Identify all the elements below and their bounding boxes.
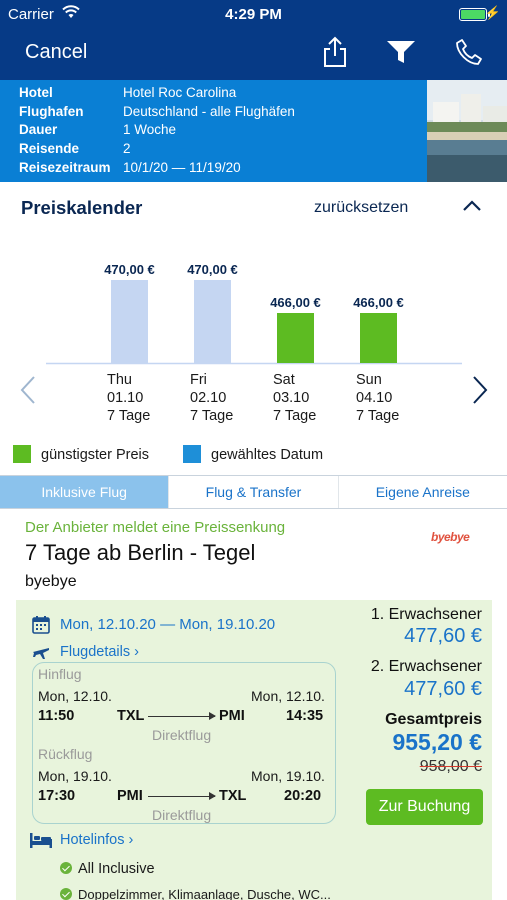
trip-info-row: Dauer 1 Woche: [19, 122, 177, 137]
outbound-dep-date: Mon, 12.10.: [38, 688, 112, 704]
flight-details-link[interactable]: Flugdetails ›: [60, 644, 139, 660]
adult1-label: 1. Erwachsener: [370, 606, 482, 623]
price-chart: 470,00 € 470,00 € 466,00 € 466,00 €: [46, 262, 462, 365]
total-price: 955,20 €: [392, 729, 482, 755]
chevron-right-icon: ›: [124, 832, 134, 848]
book-button[interactable]: Zur Buchung: [366, 789, 483, 825]
trip-info-panel[interactable]: Hotel Hotel Roc Carolina Flughafen Deutsch…: [0, 80, 507, 182]
check-icon: [60, 862, 72, 874]
carrier-label: Carrier: [8, 6, 54, 23]
return-dep-time: 17:30: [38, 788, 76, 804]
battery-icon: [459, 8, 490, 21]
tab-eigene-anreise[interactable]: Eigene Anreise: [337, 476, 507, 508]
top-bar: Carrier 4:29 PM ⚡ Cancel: [0, 0, 507, 80]
price-calendar-title: Preiskalender: [21, 197, 143, 218]
price-bar[interactable]: [111, 280, 148, 363]
return-dep-date: Mon, 19.10.: [38, 768, 112, 784]
outbound-arr-date: Mon, 12.10.: [251, 688, 325, 704]
clock: 4:29 PM: [225, 6, 282, 23]
chevron-right-icon[interactable]: [471, 375, 489, 410]
price-bar[interactable]: [277, 313, 314, 363]
adult1-price: 477,60 €: [404, 625, 482, 647]
return-label: Rückflug: [38, 746, 93, 762]
tab-flug-transfer[interactable]: Flug & Transfer: [168, 476, 337, 508]
amenity-item: Doppelzimmer, Klimaanlage, Dusche, WC...: [60, 887, 331, 900]
price-bar[interactable]: [194, 280, 231, 363]
total-label: Gesamtpreis: [385, 711, 482, 728]
tab-inklusive-flug[interactable]: Inklusive Flug: [0, 476, 169, 508]
flight-details-box: [32, 662, 336, 824]
outbound-arr-time: 14:35: [286, 708, 324, 724]
chevron-left-icon[interactable]: [19, 375, 37, 410]
status-bar: Carrier 4:29 PM ⚡: [0, 0, 507, 28]
legend-swatch-blue: [183, 445, 201, 463]
return-arr-date: Mon, 19.10.: [251, 768, 325, 784]
outbound-type: Direktflug: [152, 727, 212, 743]
legend-selected: gewähltes Datum: [183, 445, 323, 463]
legend-cheapest: günstigster Preis: [13, 445, 149, 463]
return-arr-time: 20:20: [284, 788, 322, 804]
hotel-photo: [427, 80, 507, 182]
price-bar-label: 470,00 €: [187, 262, 238, 277]
price-bar[interactable]: [360, 313, 397, 363]
adult2-price: 477,60 €: [404, 678, 482, 700]
chevron-right-icon: ›: [130, 644, 139, 660]
outbound-from: TXL: [117, 708, 145, 724]
return-from: PMI: [117, 788, 143, 804]
offer-panel: [16, 600, 492, 900]
trip-info-row: Reisezeitraum 10/1/20 — 11/19/20: [19, 160, 241, 175]
offer-title[interactable]: 7 Tage ab Berlin - Tegel: [25, 540, 256, 565]
trip-info-row: Hotel Hotel Roc Carolina: [19, 85, 237, 100]
reset-button[interactable]: zurücksetzen: [314, 199, 409, 216]
check-icon: [60, 888, 72, 900]
price-bar-label: 466,00 €: [353, 295, 404, 310]
trip-info-row: Flughafen Deutschland - alle Flughäfen: [19, 104, 295, 119]
provider-logo: byebye: [431, 530, 470, 544]
return-to: TXL: [219, 788, 247, 804]
phone-icon[interactable]: [454, 36, 484, 68]
calendar-day[interactable]: Fri 02.10 7 Tage: [190, 372, 234, 424]
outbound-label: Hinflug: [38, 666, 82, 682]
outbound-arrow: [148, 712, 216, 720]
calendar-day[interactable]: Sat 03.10 7 Tage: [273, 372, 317, 424]
trip-info-row: Reisende 2: [19, 141, 131, 156]
share-icon[interactable]: [320, 36, 350, 68]
cancel-button[interactable]: Cancel: [25, 41, 88, 63]
travel-type-tabs: Inklusive Flug Flug & Transfer Eigene An…: [0, 475, 507, 509]
calendar-day[interactable]: Thu 01.10 7 Tage: [107, 372, 151, 424]
legend-swatch-green: [13, 445, 31, 463]
travel-dates: Mon, 12.10.20 — Mon, 19.10.20: [60, 616, 276, 633]
charging-icon: ⚡: [484, 5, 501, 20]
airplane-icon: [32, 643, 50, 666]
adult2-label: 2. Erwachsener: [370, 658, 482, 675]
calendar-day[interactable]: Sun 04.10 7 Tage: [356, 372, 400, 424]
outbound-to: PMI: [219, 708, 245, 724]
old-price: 958,00 €: [419, 758, 482, 775]
return-type: Direktflug: [152, 807, 212, 823]
price-bar-label: 466,00 €: [270, 295, 321, 310]
bed-icon: [29, 831, 53, 854]
amenity-item: All Inclusive: [60, 861, 155, 877]
hotel-infos-link[interactable]: Hotelinfos ›: [60, 832, 134, 848]
wifi-icon: [62, 5, 80, 23]
chevron-up-icon[interactable]: [461, 198, 483, 219]
provider-name: byebye: [25, 573, 77, 590]
filter-icon[interactable]: [386, 36, 416, 68]
return-arrow: [148, 792, 216, 800]
calendar-icon: [32, 615, 50, 639]
price-drop-notice: Der Anbieter meldet eine Preissenkung: [25, 519, 286, 536]
price-bar-label: 470,00 €: [104, 262, 155, 277]
outbound-dep-time: 11:50: [38, 708, 75, 724]
